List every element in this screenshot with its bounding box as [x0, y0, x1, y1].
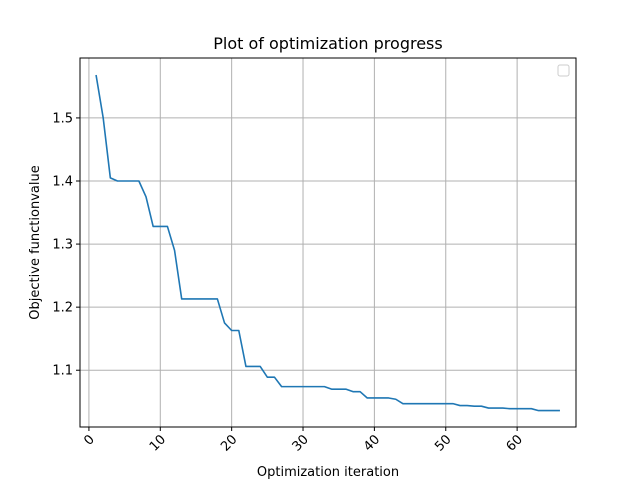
x-tick-label: 40 [361, 432, 383, 454]
x-tick-label: 20 [218, 432, 240, 454]
x-tick-label: 0 [81, 432, 97, 448]
x-tick-label: 30 [290, 432, 312, 454]
legend-box [557, 64, 570, 77]
y-tick-label: 1.3 [52, 238, 73, 253]
grid [80, 58, 576, 427]
x-axis: 0 10 20 30 40 50 60 [81, 427, 526, 455]
plot-frame [79, 57, 577, 428]
y-tick-label: 1.2 [52, 301, 73, 316]
y-tick-label: 1.1 [52, 364, 73, 379]
series-line [95, 74, 560, 412]
y-axis-label: Objective functionvalue [28, 165, 43, 319]
y-tick-label: 1.4 [52, 175, 73, 190]
x-tick-label: 10 [147, 432, 169, 454]
x-axis-label: Optimization iteration [257, 465, 399, 480]
y-tick-label: 1.5 [52, 111, 73, 126]
x-tick-label: 50 [432, 432, 454, 454]
x-tick-label: 60 [504, 432, 526, 454]
y-axis: 1.1 1.2 1.3 1.4 1.5 [52, 111, 80, 379]
chart-title: Plot of optimization progress [213, 34, 442, 53]
